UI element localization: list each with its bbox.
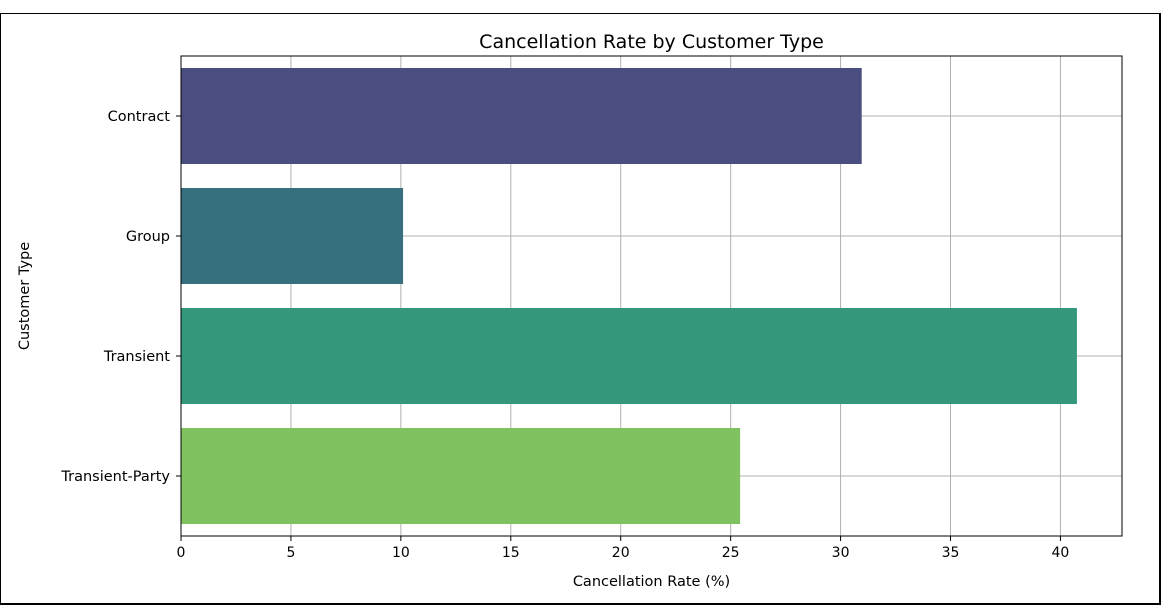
- x-tick-label: 30: [832, 545, 850, 561]
- x-tick-label: 40: [1052, 545, 1070, 561]
- x-tick-label: 10: [392, 545, 410, 561]
- x-tick-label: 20: [612, 545, 630, 561]
- x-tick-label: 15: [502, 545, 520, 561]
- x-tick-label: 35: [942, 545, 960, 561]
- figure-frame: 0 5 10 15 20 25 30 35 40 Contract Group Transient Tr…: [0, 13, 1161, 605]
- bar-contract: [181, 68, 862, 164]
- axes-frame: [180, 55, 1123, 537]
- bar-chart: 0 5 10 15 20 25 30 35 40 Contract Group Transient Tr…: [17, 31, 1123, 590]
- x-tick-label: 25: [722, 545, 740, 561]
- y-tick-label: Group: [126, 229, 170, 245]
- x-tick-label: 0: [177, 545, 186, 561]
- bar-group: [181, 188, 404, 284]
- y-tick-label: Contract: [108, 109, 171, 125]
- bar-transient: [181, 308, 1077, 404]
- y-tick-label: Transient: [103, 349, 170, 365]
- x-axis-label: Cancellation Rate (%): [573, 574, 730, 590]
- y-tick-label: Transient-Party: [60, 469, 170, 485]
- y-axis-label: Customer Type: [17, 242, 33, 350]
- ticks-layer: 0 5 10 15 20 25 30 35 40 Contract Group Transient Tr…: [60, 109, 1069, 561]
- x-tick-label: 5: [286, 545, 295, 561]
- bars-layer: [181, 68, 1077, 524]
- chart-title: Cancellation Rate by Customer Type: [479, 31, 824, 53]
- bar-transient-party: [181, 428, 741, 524]
